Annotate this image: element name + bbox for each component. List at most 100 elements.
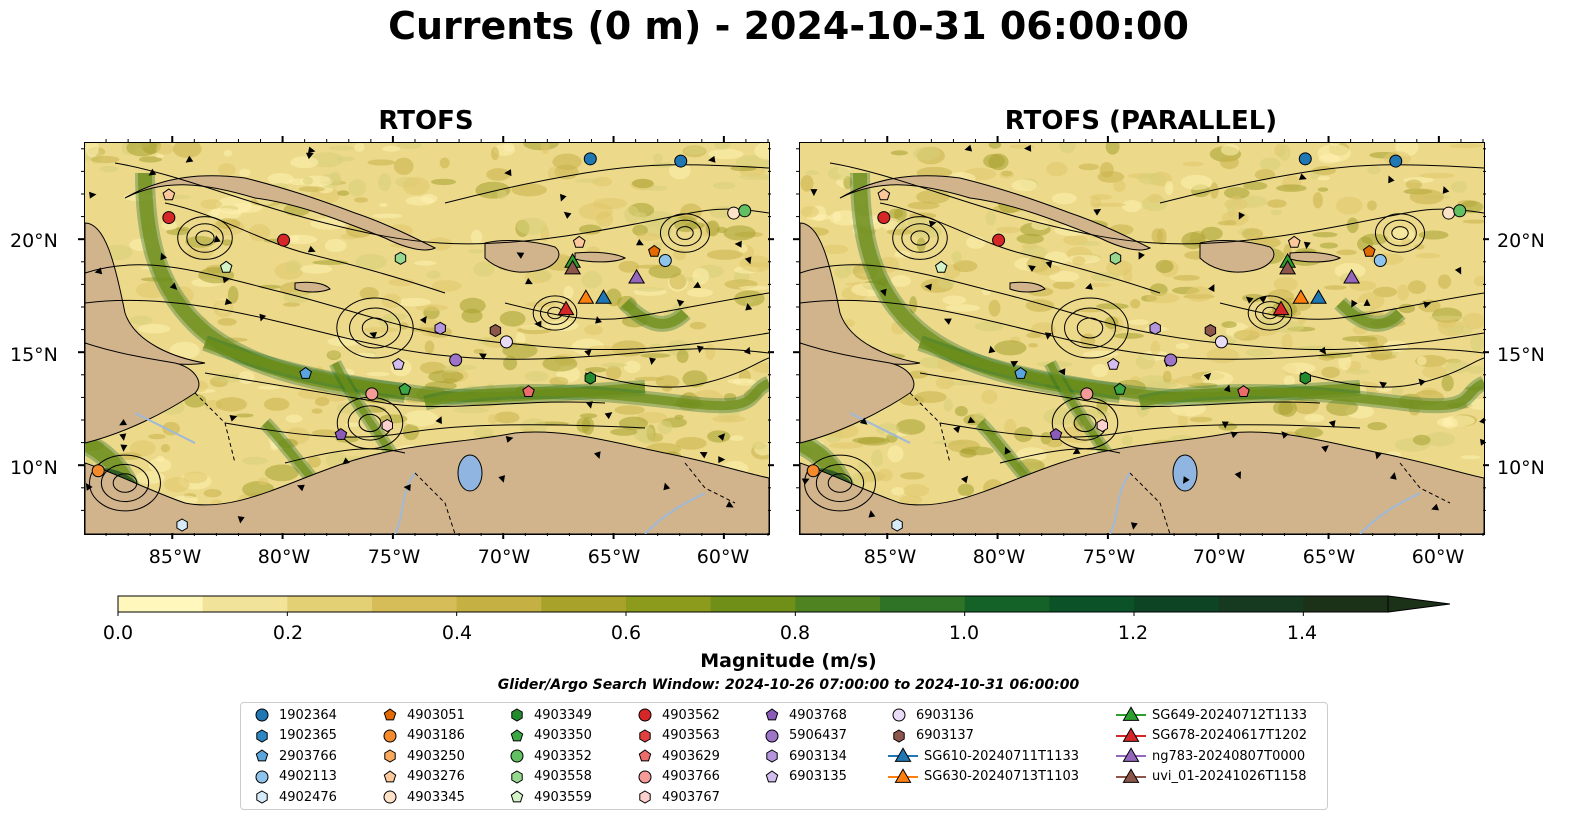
eddy-streamline xyxy=(901,223,939,253)
streamline-arrow xyxy=(1221,421,1229,429)
streamline-arrow xyxy=(1238,211,1246,220)
streamline-arrow xyxy=(604,412,613,420)
legend-marker-icon xyxy=(1116,726,1146,742)
streamline-arrow xyxy=(1363,298,1371,306)
eddy-streamline xyxy=(1391,226,1409,240)
current-speckle xyxy=(431,280,462,292)
current-speckle xyxy=(945,304,981,312)
legend-marker xyxy=(765,729,779,742)
eddy-streamline xyxy=(112,473,138,493)
river xyxy=(1109,472,1131,534)
legend-label: 4903766 xyxy=(662,769,720,784)
current-speckle xyxy=(354,143,365,152)
legend-marker xyxy=(765,769,779,782)
current-speckle xyxy=(1391,385,1404,398)
country-border xyxy=(1129,472,1171,534)
float-marker xyxy=(1453,204,1467,218)
current-speckle xyxy=(239,168,251,177)
current-speckle xyxy=(129,315,153,325)
streamline-arrow xyxy=(1223,384,1231,393)
current-speckle xyxy=(1128,319,1149,326)
current-speckle xyxy=(282,302,301,307)
current-speckle xyxy=(942,295,967,305)
current-speckle xyxy=(1304,414,1325,423)
current-speckle xyxy=(1223,187,1250,199)
current-speckle xyxy=(90,155,120,164)
current-speckle xyxy=(985,210,996,226)
float-marker xyxy=(489,324,502,338)
current-speckle xyxy=(328,145,354,151)
current-speckle xyxy=(355,352,376,359)
current-speckle xyxy=(348,179,367,197)
streamline-arrow xyxy=(1010,360,1019,368)
current-speckle xyxy=(965,235,986,249)
legend-label: 4903186 xyxy=(407,728,465,743)
current-speckle xyxy=(953,260,978,273)
legend-label: 6903134 xyxy=(789,748,847,764)
current-speckle xyxy=(470,229,483,245)
current-speckle xyxy=(723,393,737,402)
streamline-arrow xyxy=(943,318,952,325)
current-speckle xyxy=(951,251,962,264)
current-speckle xyxy=(1460,455,1481,460)
current-speckle xyxy=(1446,325,1473,336)
current-speckle xyxy=(1052,281,1075,290)
legend-item: 1902364 xyxy=(251,705,337,725)
float-marker xyxy=(334,427,348,440)
panel-title-rtofs-parallel: RTOFS (PARALLEL) xyxy=(1004,106,1278,136)
streamline-arrow xyxy=(563,211,572,219)
streamline-arrow xyxy=(1431,503,1439,511)
legend-item: uvi_01-20241026T1158 xyxy=(1116,767,1306,787)
eddy-streamline xyxy=(532,295,578,331)
current-speckle xyxy=(1177,412,1188,428)
float-marker xyxy=(1363,244,1376,257)
current-speckle xyxy=(160,443,170,453)
current-speckle xyxy=(1162,370,1172,383)
current-speckle xyxy=(668,161,691,180)
current-speckle xyxy=(636,232,661,241)
current-speckle xyxy=(162,421,180,436)
legend-label: 6903135 xyxy=(789,769,847,784)
current-speckle xyxy=(800,206,819,218)
current-magnitude-map xyxy=(800,143,1484,534)
current-speckle xyxy=(935,376,954,390)
current-speckle xyxy=(468,248,484,254)
float-marker xyxy=(658,254,672,268)
legend-marker xyxy=(255,708,269,722)
current-speckle xyxy=(1028,343,1039,348)
legend-item: 2903766 xyxy=(251,746,337,766)
current-speckle xyxy=(270,441,279,451)
current-speckle xyxy=(310,152,344,168)
colorbar-tick-label: 0.2 xyxy=(272,622,304,644)
current-speckle xyxy=(300,175,334,187)
current-speckle xyxy=(300,264,333,274)
current-speckle xyxy=(909,296,918,314)
current-speckle xyxy=(439,157,450,169)
current-speckle xyxy=(1346,217,1359,234)
current-speckle xyxy=(355,253,387,270)
current-speckle xyxy=(397,297,431,307)
current-speckle xyxy=(1297,316,1306,325)
float-marker xyxy=(1214,335,1228,349)
current-speckle xyxy=(601,362,628,368)
lon-tick-label: 70°W xyxy=(1192,546,1246,568)
streamline xyxy=(114,162,769,245)
current-speckle xyxy=(1336,249,1357,256)
current-speckle xyxy=(524,371,549,382)
eddy-streamline xyxy=(910,230,930,246)
current-speckle xyxy=(887,445,904,463)
current-speckle xyxy=(396,143,423,149)
float-marker xyxy=(1442,206,1456,220)
land-mass xyxy=(124,175,437,251)
legend-marker xyxy=(894,767,912,783)
streamline-arrow xyxy=(498,475,506,483)
streamline-arrow xyxy=(1130,522,1138,530)
float-marker xyxy=(738,204,752,218)
current-speckle xyxy=(631,178,654,189)
eddy-streamline xyxy=(186,223,224,253)
current-speckle xyxy=(957,483,975,497)
legend-label: 1902364 xyxy=(279,707,337,723)
streamline-arrow xyxy=(229,414,238,422)
current-speckle xyxy=(1137,172,1166,185)
current-speckle xyxy=(751,442,767,450)
